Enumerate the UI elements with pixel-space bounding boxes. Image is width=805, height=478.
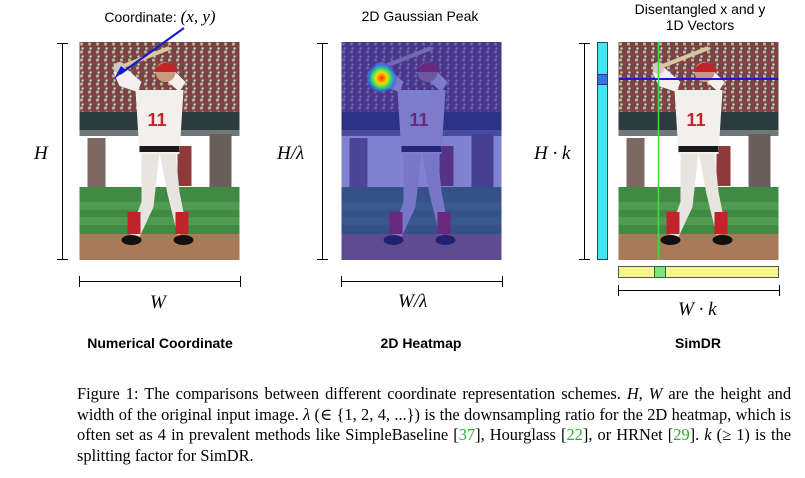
numerical-width-line [79,281,240,282]
simdr-height-line [584,43,585,259]
simdr-width-line [618,290,779,291]
caption-ref-37[interactable]: 37 [458,425,476,444]
heatmap-height-tick-bottom [317,259,328,260]
heatmap-height-label: H/λ [277,143,305,164]
simdr-width-tick-left [618,285,619,296]
heatmap-image [341,42,502,260]
simdr-height-tick-top [579,43,590,44]
heatmap-height-tick-top [317,43,328,44]
heatmap-width-tick-left [341,276,342,287]
simdr-image [618,42,779,260]
numerical-panel-title: Numerical Coordinate [87,335,233,351]
caption-text-5: ], or HRNet [ [582,425,674,444]
caption-text-7: (≥ 1) is the splitting factor for SimDR. [77,425,791,465]
heatmap-width-line [341,281,502,282]
coordinate-arrow [114,27,185,79]
simdr-height-label: H · k [534,143,571,164]
numerical-top-label-math: (x, y) [180,7,216,26]
numerical-top-label-prefix: Coordinate: [104,9,181,25]
numerical-width-tick-left [79,276,80,287]
heatmap-width-tick-right [502,276,503,287]
y-vector-peak [597,74,608,85]
simdr-width-tick-right [779,285,780,296]
heatmap-height-line [322,43,323,259]
caption-figure-label: Figure 1: [77,384,139,403]
y-vector-bar [597,42,608,260]
figure-caption: Figure 1: The comparisons between differ… [77,384,791,466]
caption-math-k: k [704,425,712,444]
simdr-top-label-line1: Disentangled x and y [634,1,766,17]
caption-text-1: The comparisons between different coordi… [138,384,627,403]
heatmap-width-label: W/λ [398,291,428,312]
numerical-height-label: H [34,143,48,164]
gaussian-peak [365,62,398,94]
simdr-panel-title: SimDR [675,335,721,351]
caption-ref-29[interactable]: 29 [673,425,690,444]
numerical-top-label: Coordinate: (x, y) [80,7,240,27]
simdr-top-label-line2: 1D Vectors [665,17,735,33]
simdr-width-label: W · k [678,299,717,320]
caption-text-3: (∈ {1, 2, 4, ...}) is the downsampling r… [77,404,791,445]
caption-math-hw: H, W [626,384,663,403]
simdr-top-label: Disentangled x and y 1D Vectors [600,1,800,33]
x-vector-bar [618,266,779,278]
numerical-height-tick-bottom [57,259,68,260]
numerical-width-label: W [150,292,166,313]
heatmap-top-label: 2D Gaussian Peak [361,8,479,24]
simdr-height-tick-bottom [579,259,590,260]
heatmap-panel-title: 2D Heatmap [380,335,462,351]
x-vector-peak [654,266,666,278]
numerical-width-tick-right [240,276,241,287]
numerical-height-line [62,43,63,259]
caption-text-2: are the height and width of the original… [77,384,792,424]
caption-text-6: ]. [689,425,705,444]
numerical-height-tick-top [57,43,68,44]
caption-ref-22[interactable]: 22 [566,425,583,444]
caption-math-lambda: λ [303,404,311,424]
caption-text-4: ], Hourglass [ [475,425,567,444]
